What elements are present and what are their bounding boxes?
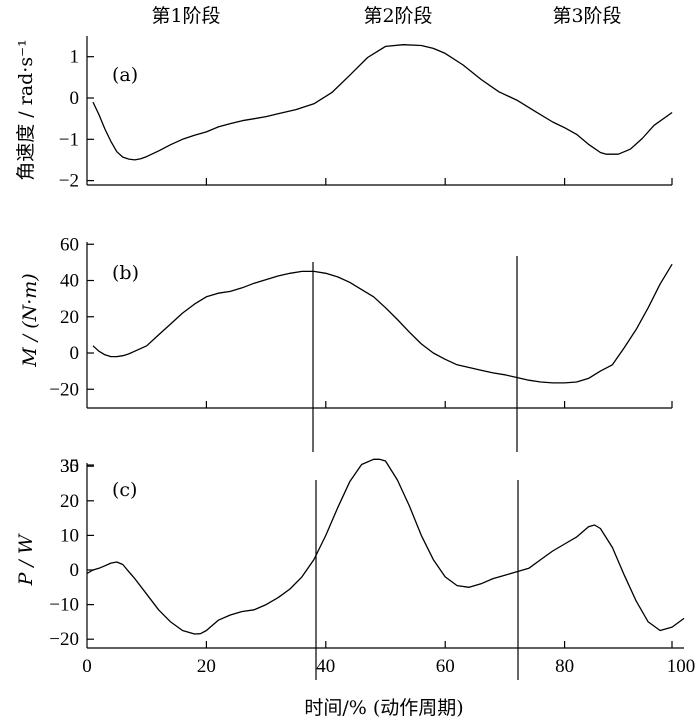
panel-c-ytick-label: −10 <box>49 595 79 616</box>
panel-b-curve <box>92 263 673 384</box>
panel-a-ytick-label: 1 <box>70 47 80 68</box>
panel-c-ytick-label: 0 <box>70 560 80 581</box>
panel-c-ytick-label: 30 <box>60 456 79 477</box>
xtick-label: 40 <box>316 656 335 677</box>
panel-b-label: (b) <box>112 262 139 284</box>
stage-label-2: 第2阶段 <box>363 5 432 27</box>
panel-b-ytick-label: 60 <box>60 234 79 255</box>
panel-c-ylabel: P / W <box>15 533 37 586</box>
panel-a-ytick-label: −2 <box>59 171 79 192</box>
panel-b-ytick-label: 0 <box>70 343 80 364</box>
panel-b-ytick-label: −20 <box>49 379 79 400</box>
panel-c-curve <box>86 458 685 635</box>
xtick-label: 100 <box>667 656 696 677</box>
xtick-label: 60 <box>436 656 455 677</box>
panel-c-ytick-label: 35 <box>60 456 79 477</box>
panel-c-ytick-label: −20 <box>49 629 79 650</box>
x-axis-label: 时间/% (动作周期) <box>304 697 463 719</box>
panel-a-label: (a) <box>112 64 138 86</box>
panel-b-ylabel: M / (N·m) <box>19 273 41 367</box>
stage-label-1: 第1阶段 <box>151 5 220 27</box>
stage-label-3: 第3阶段 <box>552 5 621 27</box>
panel-b-ytick-label: 40 <box>60 271 79 292</box>
panel-a-curve <box>92 44 673 161</box>
panel-a-ylabel: 角速度 / rad·s⁻¹ <box>15 39 37 181</box>
panel-b-ytick-label: 20 <box>60 307 79 328</box>
panel-c-ytick-label: 20 <box>60 491 79 512</box>
xtick-label: 80 <box>555 656 574 677</box>
panel-a-ytick-label: −1 <box>59 129 79 150</box>
panel-a-ytick-label: 0 <box>70 88 80 109</box>
xtick-label: 20 <box>197 656 216 677</box>
panel-c-label: (c) <box>112 479 137 501</box>
panel-c-ytick-label: 10 <box>60 525 79 546</box>
xtick-label: 0 <box>82 656 92 677</box>
